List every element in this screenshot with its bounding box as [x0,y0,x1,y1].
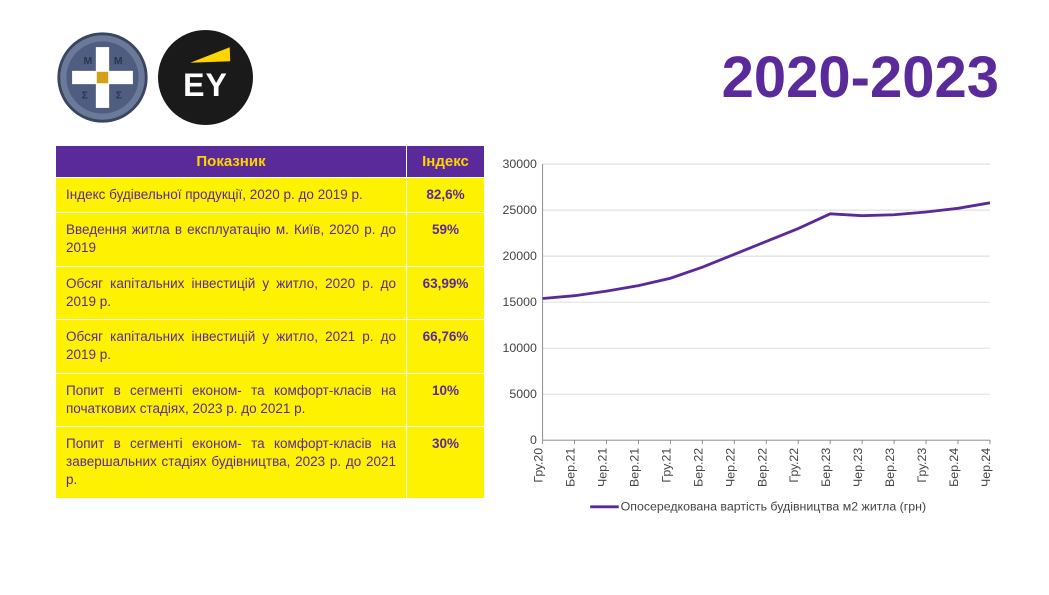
y-tick-label: 25000 [503,203,537,217]
x-tick-label: Бер.23 [819,448,833,487]
y-tick-label: 20000 [503,249,537,263]
data-series-line [543,203,990,299]
y-tick-label: 30000 [503,157,537,171]
x-tick-label: Чер.21 [596,448,610,487]
indicator-value: 59% [407,213,485,266]
ey-logo-icon: EY [158,30,253,125]
x-tick-label: Вер.23 [883,448,897,487]
indicator-value: 10% [407,373,485,426]
x-tick-label: Гру.23 [915,448,929,483]
x-tick-label: Гру.21 [659,448,673,483]
svg-text:Σ: Σ [82,90,88,101]
x-tick-label: Вер.22 [755,448,769,487]
y-tick-label: 0 [530,433,537,447]
table-row: Введення житла в експлуатацію м. Київ, 2… [56,213,485,266]
ey-logo-text: EY [183,67,228,104]
chart-legend: Опосередкована вартість будівництва м2 ж… [621,500,926,514]
x-tick-label: Бер.22 [691,448,705,487]
logo-group: M M Σ Σ EY [55,30,253,125]
x-tick-label: Чер.23 [851,448,865,487]
indicator-label: Попит в сегменті економ- та комфорт-клас… [56,426,407,498]
indicator-label: Індекс будівельної продукції, 2020 р. до… [56,178,407,213]
svg-text:M: M [114,56,123,67]
table-row: Обсяг капітальних інвестицій у житло, 20… [56,320,485,373]
table-row: Попит в сегменті економ- та комфорт-клас… [56,373,485,426]
x-tick-label: Бер.21 [564,448,578,487]
indicator-label: Обсяг капітальних інвестицій у житло, 20… [56,266,407,319]
indicator-label: Обсяг капітальних інвестицій у житло, 20… [56,320,407,373]
y-tick-label: 10000 [503,341,537,355]
indicator-value: 30% [407,426,485,498]
x-tick-label: Гру.22 [787,448,801,483]
x-tick-label: Чер.22 [723,448,737,487]
header: M M Σ Σ EY 2020-2023 [0,0,1049,145]
content: Показник Індекс Індекс будівельної проду… [0,145,1049,545]
page-title: 2020-2023 [722,44,999,111]
table-row: Попит в сегменті економ- та комфорт-клас… [56,426,485,498]
indicator-value: 63,99% [407,266,485,319]
svg-text:M: M [84,56,93,67]
x-tick-label: Бер.24 [947,448,961,487]
y-tick-label: 15000 [503,295,537,309]
shield-logo-icon: M M Σ Σ [55,30,150,125]
indicators-table: Показник Індекс Індекс будівельної проду… [55,145,485,545]
x-tick-label: Чер.24 [979,448,993,487]
x-tick-label: Вер.21 [627,448,641,487]
cost-line-chart: 0 5000 10000 15000 20000 25000 30000 Гру.20 Бер.… [495,145,1009,545]
svg-text:Σ: Σ [116,90,122,101]
y-tick-label: 5000 [509,387,537,401]
indicator-value: 66,76% [407,320,485,373]
indicator-value: 82,6% [407,178,485,213]
col-header-index: Індекс [407,146,485,178]
indicator-label: Попит в сегменті економ- та комфорт-клас… [56,373,407,426]
col-header-indicator: Показник [56,146,407,178]
table-row: Індекс будівельної продукції, 2020 р. до… [56,178,485,213]
x-tick-label: Гру.20 [532,448,546,483]
table-row: Обсяг капітальних інвестицій у житло, 20… [56,266,485,319]
indicator-label: Введення житла в експлуатацію м. Київ, 2… [56,213,407,266]
